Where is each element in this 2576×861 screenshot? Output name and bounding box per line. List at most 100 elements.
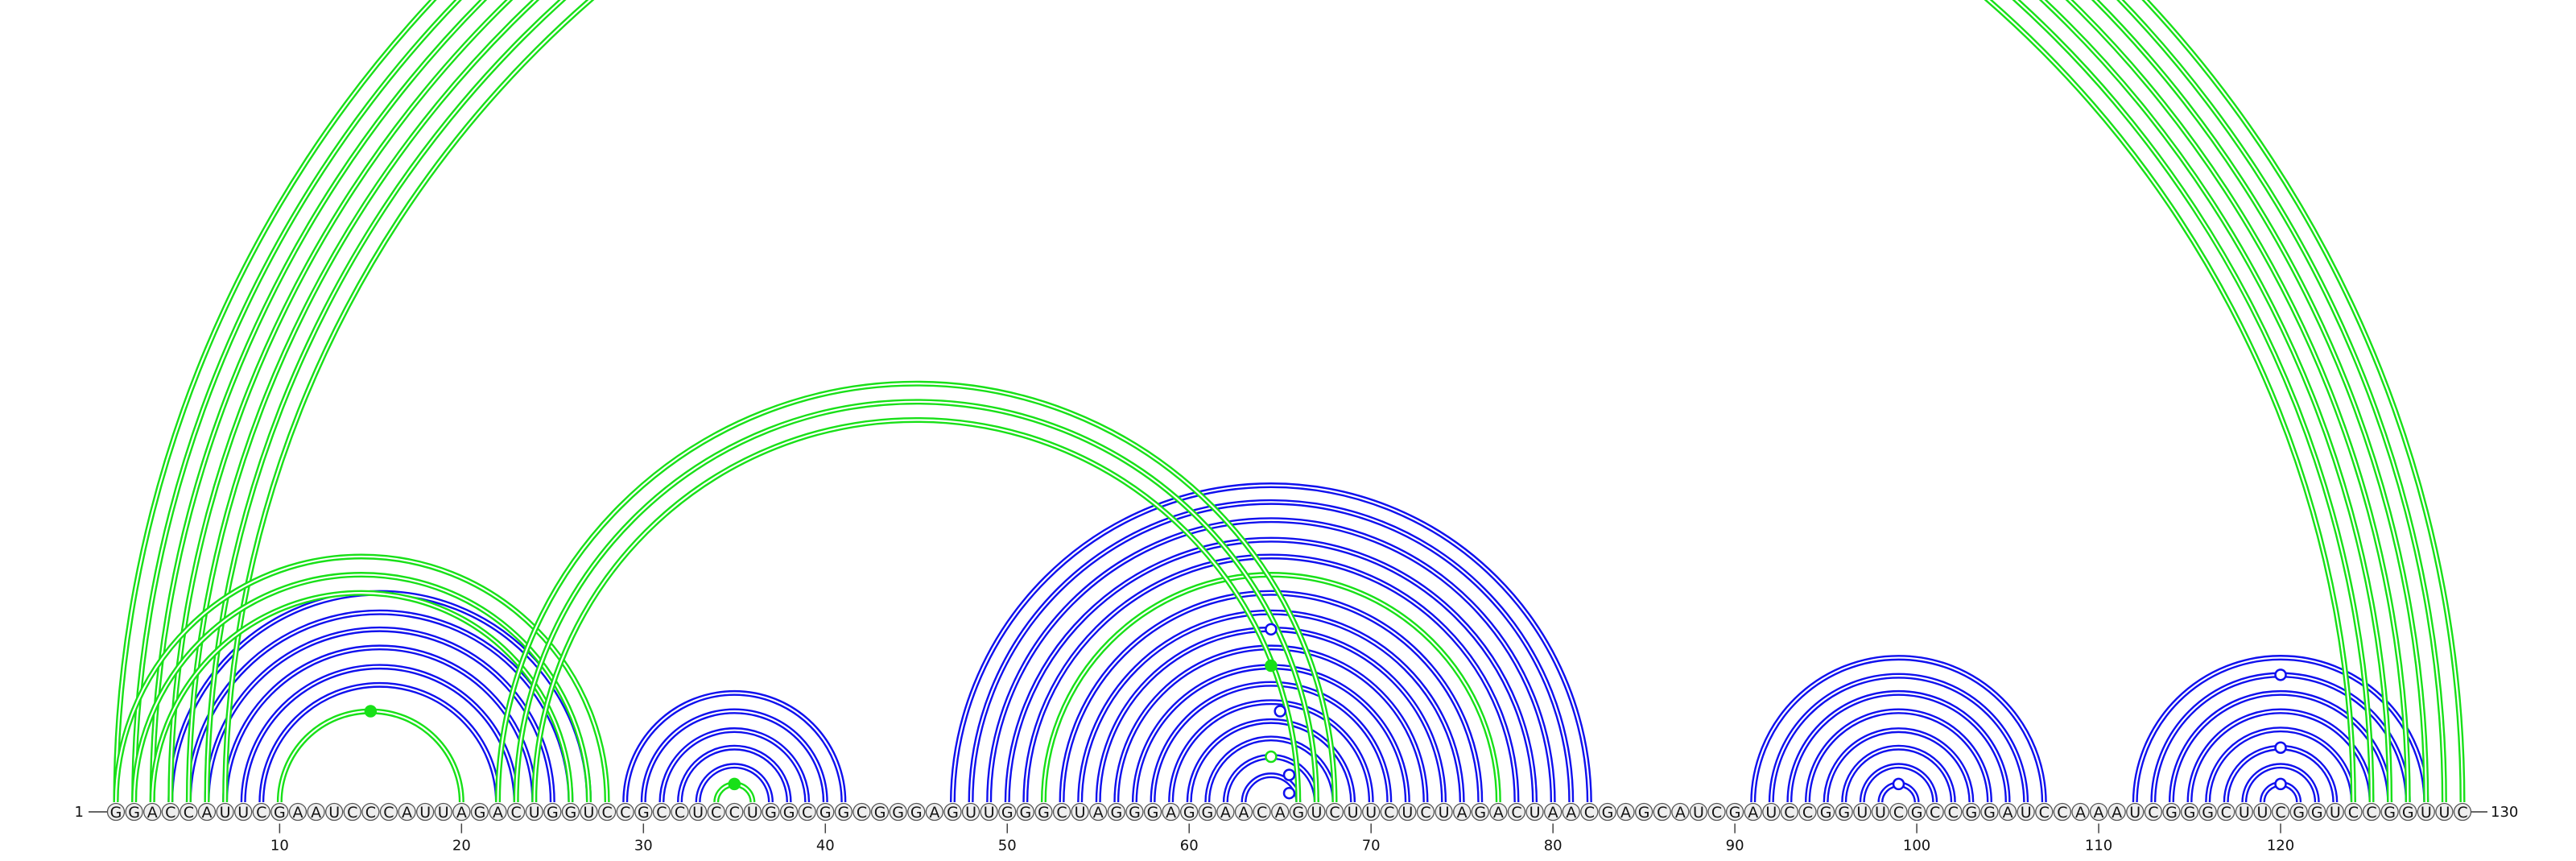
nucleotide: C (597, 802, 617, 822)
canonical-pair-arc-inner (169, 592, 590, 803)
nucleotide-letter: U (1765, 804, 1777, 822)
nucleotide-letter: U (1530, 804, 1541, 822)
nucleotide-circle (2253, 802, 2272, 822)
nucleotide-circle (1616, 802, 1635, 822)
nucleotide: A (1216, 802, 1235, 822)
nucleotide: C (1052, 802, 1071, 822)
nucleotide-circle (1962, 802, 1981, 822)
noncanonical-pair-arc-outer (149, 590, 574, 803)
nucleotide-circle (2417, 802, 2435, 822)
nucleotide: G (1725, 802, 1744, 822)
nucleotide-circle (1471, 802, 1489, 822)
noncanonical-pair-arc-inner (151, 592, 572, 803)
nucleotide-circle (652, 802, 671, 822)
nucleotide-letter: U (2129, 804, 2140, 822)
canonical-pair-arc-inner (1206, 737, 1336, 803)
nucleotide: A (1998, 802, 2017, 822)
nucleotide-circle (1398, 802, 1417, 822)
nucleotide-circle (470, 802, 489, 822)
noncanonical-pair-arc-outer (185, 0, 2393, 803)
canonical-pair-arc-inner (1224, 755, 1318, 803)
pair-marker (2274, 777, 2287, 791)
nucleotide-circle (762, 802, 780, 822)
nucleotide-letter: C (601, 804, 612, 822)
nucleotide-letter: C (656, 804, 667, 822)
nucleotide-letter: C (2057, 804, 2067, 822)
nucleotide: U (2435, 802, 2454, 822)
nucleotide-letter: A (2112, 804, 2122, 822)
nucleotide-letter: C (1584, 804, 1595, 822)
noncanonical-pair-arc-inner (205, 0, 2373, 803)
nucleotide: A (2107, 802, 2126, 822)
position-tick-label: 60 (1180, 838, 1199, 855)
pair-marker (1265, 750, 1278, 764)
nucleotide: A (1562, 802, 1580, 822)
nucleotide: G (1107, 802, 1125, 822)
nucleotide-circle (161, 802, 180, 822)
nucleotide-circle (2144, 802, 2163, 822)
canonical-pair-arc-inner (642, 710, 827, 803)
nucleotide: C (506, 802, 526, 822)
nucleotide-circle (1253, 802, 1271, 822)
nucleotide-circle (998, 802, 1017, 822)
nucleotide-circle (1816, 802, 1835, 822)
canonical-pair-arc-inner (1006, 539, 1536, 803)
nucleotide: U (688, 802, 708, 822)
nucleotide: G (907, 802, 926, 822)
pair-marker (1265, 623, 1278, 636)
nucleotide-circle (725, 802, 744, 822)
nucleotide-circle (1853, 802, 1872, 822)
nucleotide-letter: U (747, 804, 758, 822)
nucleotide-circle (2107, 802, 2126, 822)
nucleotide: U (580, 802, 598, 822)
nucleotide-letter: G (1729, 804, 1741, 822)
nucleotide-letter: G (2184, 804, 2196, 822)
nucleotide-circle (506, 802, 526, 822)
nucleotide-letter: C (1893, 804, 1904, 822)
nucleotide-letter: U (1311, 804, 1322, 822)
nucleotide-letter: G (1966, 804, 1978, 822)
nucleotide-letter: G (110, 804, 122, 822)
nucleotide-letter: G (1129, 804, 1141, 822)
nucleotide-circle (1435, 802, 1453, 822)
nucleotide-letter: A (456, 804, 467, 822)
canonical-pair-arc-inner (1770, 674, 2027, 803)
nucleotide: A (2071, 802, 2090, 822)
nucleotide-circle (1416, 802, 1435, 822)
nucleotide-circle (1034, 802, 1053, 822)
nucleotide-letter: C (2275, 804, 2285, 822)
nucleotide-circle (379, 802, 398, 822)
nucleotide-circle (1198, 802, 1216, 822)
nucleotide: C (1707, 802, 1726, 822)
nucleotide-circle (216, 802, 234, 822)
nucleotide: G (125, 802, 143, 822)
nucleotide-circle (671, 802, 689, 822)
nucleotide-circle (1362, 802, 1381, 822)
nucleotide-letter: A (1566, 804, 1576, 822)
nucleotide-circle (2289, 802, 2308, 822)
nucleotide: G (1125, 802, 1144, 822)
nucleotide-letter: A (2003, 804, 2013, 822)
nucleotide-letter: G (1602, 804, 1614, 822)
nucleotide: G (2380, 802, 2399, 822)
nucleotide-circle (452, 802, 471, 822)
noncanonical-pair-arc-inner (114, 555, 609, 803)
nucleotide-letter: U (2330, 804, 2341, 822)
nucleotide-circle (1525, 802, 1544, 822)
nucleotide: A (1271, 802, 1290, 822)
noncanonical-pair-arc-inner (533, 419, 1299, 803)
nucleotide-circle (2180, 802, 2199, 822)
nucleotide: G (1471, 802, 1489, 822)
nucleotide: U (234, 802, 253, 822)
nucleotide-letter: U (419, 804, 431, 822)
backbone-layer: 1 130 (75, 804, 2519, 821)
nucleotide-letter: G (2384, 804, 2396, 822)
nucleotide-letter: G (1838, 804, 1850, 822)
nucleotide-letter: A (402, 804, 412, 822)
nucleotide: G (2198, 802, 2217, 822)
nucleotide-circle (434, 802, 452, 822)
nucleotide-circle (2435, 802, 2454, 822)
canonical-pair-arc-inner (2188, 710, 2373, 803)
nucleotide: C (1580, 802, 1599, 822)
nucleotide-letter: A (1166, 804, 1176, 822)
